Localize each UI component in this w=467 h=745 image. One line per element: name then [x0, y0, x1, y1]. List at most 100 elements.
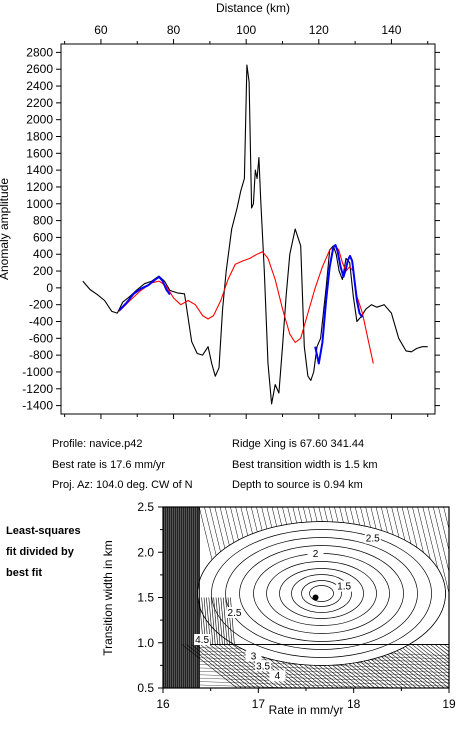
- contour-label-bg: [255, 660, 272, 672]
- rate-tick-label: 16: [156, 697, 170, 711]
- contour-line-upper: [443, 507, 449, 531]
- contour-line-lower: [388, 644, 445, 688]
- y-tick-label: 2800: [26, 45, 53, 59]
- anomaly-axis-label: Anomaly amplitude: [0, 178, 11, 280]
- contour-line-steep: [230, 597, 235, 645]
- x-tick-label: 60: [94, 23, 108, 37]
- contour-line-lower: [430, 644, 449, 660]
- ridge-crossing-text: Ridge Xing is 67.60 341.44: [232, 438, 365, 450]
- contour-label: 3.5: [256, 661, 270, 672]
- contour-ring-outline: [225, 537, 418, 650]
- contour-line-steep: [208, 597, 214, 645]
- contour-label: 4: [275, 671, 281, 682]
- rate-tick-label: 18: [347, 697, 361, 711]
- x-tick-label: 100: [236, 23, 256, 37]
- width-tick-label: 2.5: [137, 500, 154, 514]
- contour-ring-outline: [301, 580, 342, 607]
- contour-ring-outline: [291, 574, 352, 613]
- contour-line-band: [199, 664, 449, 673]
- contour-line-lower: [453, 645, 467, 688]
- contour-label-bg: [364, 532, 381, 544]
- contour-label: 4.5: [195, 635, 209, 646]
- y-tick-label: 200: [33, 264, 53, 278]
- contour-line-steep: [210, 597, 216, 645]
- x-tick-label: 80: [167, 23, 181, 37]
- contour-line-steep: [215, 597, 221, 645]
- contour-line-band: [199, 688, 449, 696]
- y-tick-label: 2400: [26, 79, 53, 93]
- anomaly-series-3: [314, 244, 364, 365]
- anomaly-plot-frame: [60, 43, 436, 415]
- rate-axis-label: Rate in mm/yr: [269, 703, 344, 717]
- profile-name: Profile: navice.p42: [52, 438, 143, 450]
- contour-line-lower: [398, 644, 449, 686]
- contour-line-lower: [407, 644, 449, 678]
- contour-line-lower: [463, 645, 467, 688]
- transition-width-axis-label: Transition width in km: [101, 540, 115, 656]
- contour-line-upper: [448, 507, 449, 509]
- y-tick-label: 2000: [26, 113, 53, 127]
- contour-line-lower: [425, 644, 449, 664]
- best-rate-text: Best rate is 17.6 mm/yr: [52, 459, 166, 471]
- anomaly-series-0: [82, 64, 428, 405]
- contour-line-steep: [218, 597, 223, 645]
- contour-line-lower: [204, 644, 261, 688]
- contour-line-band: [199, 667, 449, 677]
- high-misfit-region: [163, 507, 200, 688]
- contour-line-steep: [213, 597, 218, 645]
- y-tick-label: -200: [29, 298, 53, 312]
- y-tick-label: 1400: [26, 163, 53, 177]
- anomaly-series-1: [118, 245, 374, 364]
- contour-line-lower: [209, 644, 265, 688]
- contour-line-upper: [432, 507, 449, 573]
- contour-ring-outline: [211, 529, 432, 658]
- contour-label-bg: [336, 580, 353, 592]
- contour-line-upper: [459, 507, 467, 598]
- contour-line-lower: [191, 644, 247, 688]
- contour-label-bg: [269, 670, 286, 682]
- contour-label-bg: [245, 650, 262, 662]
- x-tick-label: 120: [309, 23, 329, 37]
- anomaly-series-2: [118, 275, 171, 312]
- contour-line-steep: [225, 597, 230, 645]
- contour-line-band: [199, 692, 449, 700]
- projection-azimuth-text: Proj. Az: 104.0 deg. CW of N: [52, 479, 193, 491]
- contour-label-bg: [194, 634, 211, 646]
- width-tick-label: 1.0: [137, 636, 154, 650]
- contour-line-lower: [416, 644, 449, 671]
- contour-line-band: [199, 677, 449, 687]
- contour-line-lower: [195, 644, 252, 688]
- contour-line-band: [199, 671, 449, 680]
- y-tick-label: -400: [29, 315, 53, 329]
- y-tick-label: -1400: [22, 399, 53, 413]
- contour-line-lower: [186, 644, 242, 688]
- y-tick-label: -800: [29, 348, 53, 362]
- contour-line-lower: [434, 644, 449, 656]
- misfit-note-line-3: best fit: [6, 567, 43, 579]
- contour-line-band: [199, 684, 300, 688]
- contour-line-lower: [411, 644, 449, 675]
- contour-line-lower: [181, 644, 238, 688]
- y-tick-label: 1800: [26, 130, 53, 144]
- contour-line-band: [199, 681, 406, 688]
- misfit-note-line-2: fit divided by: [6, 546, 74, 558]
- contour-line-lower: [200, 644, 256, 688]
- y-tick-label: 0: [46, 281, 53, 295]
- y-tick-label: 600: [33, 230, 53, 244]
- contour-label-bg: [307, 548, 324, 560]
- rate-tick-label: 17: [252, 697, 266, 711]
- misfit-contour-chart: 16 17 18 19 0.5 1.0 1.5 2.0 2.5 1.5 2 2.5 2.5 4.5 33.…: [101, 500, 467, 717]
- contour-ring-outline: [309, 585, 334, 602]
- contour-label-bg: [226, 606, 243, 618]
- width-tick-label: 0.5: [137, 681, 154, 695]
- rate-tick-label: 19: [442, 697, 456, 711]
- contour-label: 2.5: [228, 608, 242, 619]
- contour-line-lower: [393, 644, 449, 688]
- contour-line-steep: [220, 597, 226, 645]
- contour-line-lower: [448, 644, 449, 646]
- contour-ring: [197, 521, 446, 666]
- y-tick-label: 1000: [26, 197, 53, 211]
- contour-line-lower: [458, 645, 467, 688]
- contour-line-steep: [222, 597, 228, 645]
- y-tick-label: -1200: [22, 382, 53, 396]
